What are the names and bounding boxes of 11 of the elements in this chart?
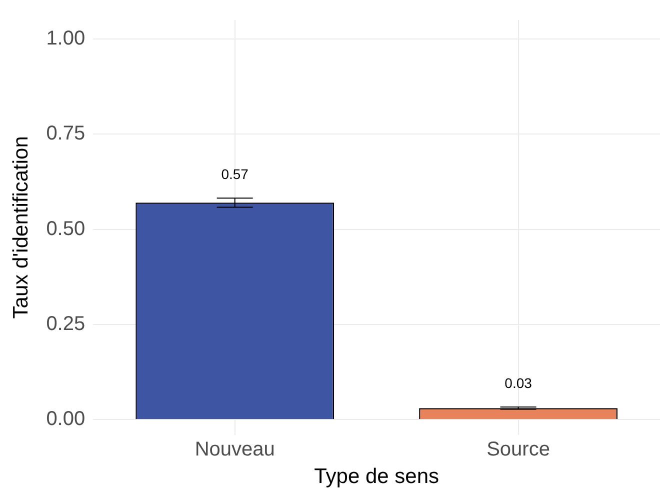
y-tick-label: 0.75 xyxy=(46,122,86,145)
y-tick-label: 0.25 xyxy=(46,312,86,335)
data-label: 0.57 xyxy=(221,166,249,182)
x-axis-title: Type de sens xyxy=(314,465,440,488)
y-axis-title: Taux d'identification xyxy=(9,136,32,319)
y-tick-label: 0.00 xyxy=(46,408,86,430)
y-tick-label: 0.50 xyxy=(46,218,86,240)
x-tick-label: Source xyxy=(486,438,550,460)
data-label: 0.03 xyxy=(504,374,532,391)
x-tick-label: Nouveau xyxy=(194,438,275,460)
y-tick-label: 1.00 xyxy=(46,28,86,50)
